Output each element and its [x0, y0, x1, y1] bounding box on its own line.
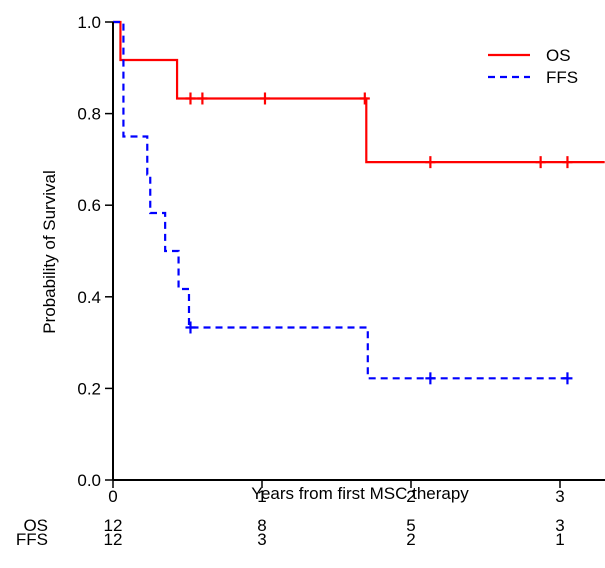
- risk-count-ffs: 1: [555, 530, 564, 549]
- y-tick-label: 0.6: [77, 196, 101, 215]
- risk-count-ffs: 3: [257, 530, 266, 549]
- y-axis-ticks: 0.0 0.2 0.4 0.6 0.8 1.0: [77, 13, 113, 490]
- plot-area: [113, 20, 605, 385]
- y-axis-title: Probability of Survival: [40, 170, 59, 333]
- ffs-survival-curve: [113, 20, 568, 380]
- risk-count-os: 8: [257, 516, 266, 535]
- risk-table: OS 12 8 5 3 FFS 12 3 2 1: [16, 516, 565, 549]
- ffs-censor-mark: [562, 372, 573, 385]
- ffs-censor-mark: [185, 321, 196, 334]
- os-censor-mark: [535, 156, 546, 169]
- os-censor-mark: [197, 92, 208, 105]
- x-tick-label: 3: [555, 487, 564, 506]
- y-tick-label: 0.2: [77, 379, 101, 398]
- os-censor-mark: [185, 92, 196, 105]
- os-censor-mark: [359, 92, 370, 105]
- x-tick-label: 0: [108, 487, 117, 506]
- y-tick-label: 0.0: [77, 471, 101, 490]
- os-censor-mark: [259, 92, 270, 105]
- risk-count-os: 5: [406, 516, 415, 535]
- risk-count-ffs: 2: [406, 530, 415, 549]
- os-censor-mark: [562, 156, 573, 169]
- y-tick-label: 1.0: [77, 13, 101, 32]
- os-censor-mark: [425, 156, 436, 169]
- os-survival-curve: [113, 20, 605, 164]
- risk-count-os: 12: [104, 516, 123, 535]
- legend-label-ffs: FFS: [546, 68, 578, 87]
- legend-label-os: OS: [546, 46, 571, 65]
- risk-row-label-os: OS: [23, 516, 48, 535]
- ffs-censor-mark: [425, 372, 436, 385]
- x-tick-label: 1: [257, 487, 266, 506]
- x-tick-label: 2: [406, 487, 415, 506]
- risk-count-ffs: 12: [104, 530, 123, 549]
- risk-row-label-ffs: FFS: [16, 530, 48, 549]
- y-tick-label: 0.8: [77, 105, 101, 124]
- x-axis-ticks: 0 1 2 3: [108, 480, 565, 506]
- x-axis-title: Years from first MSC therapy: [251, 484, 469, 503]
- legend: OS FFS: [488, 46, 578, 87]
- risk-count-os: 3: [555, 516, 564, 535]
- y-tick-label: 0.4: [77, 288, 101, 307]
